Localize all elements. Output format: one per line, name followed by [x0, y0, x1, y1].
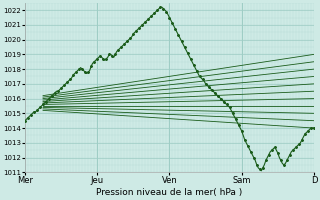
X-axis label: Pression niveau de la mer( hPa ): Pression niveau de la mer( hPa )	[96, 188, 243, 197]
